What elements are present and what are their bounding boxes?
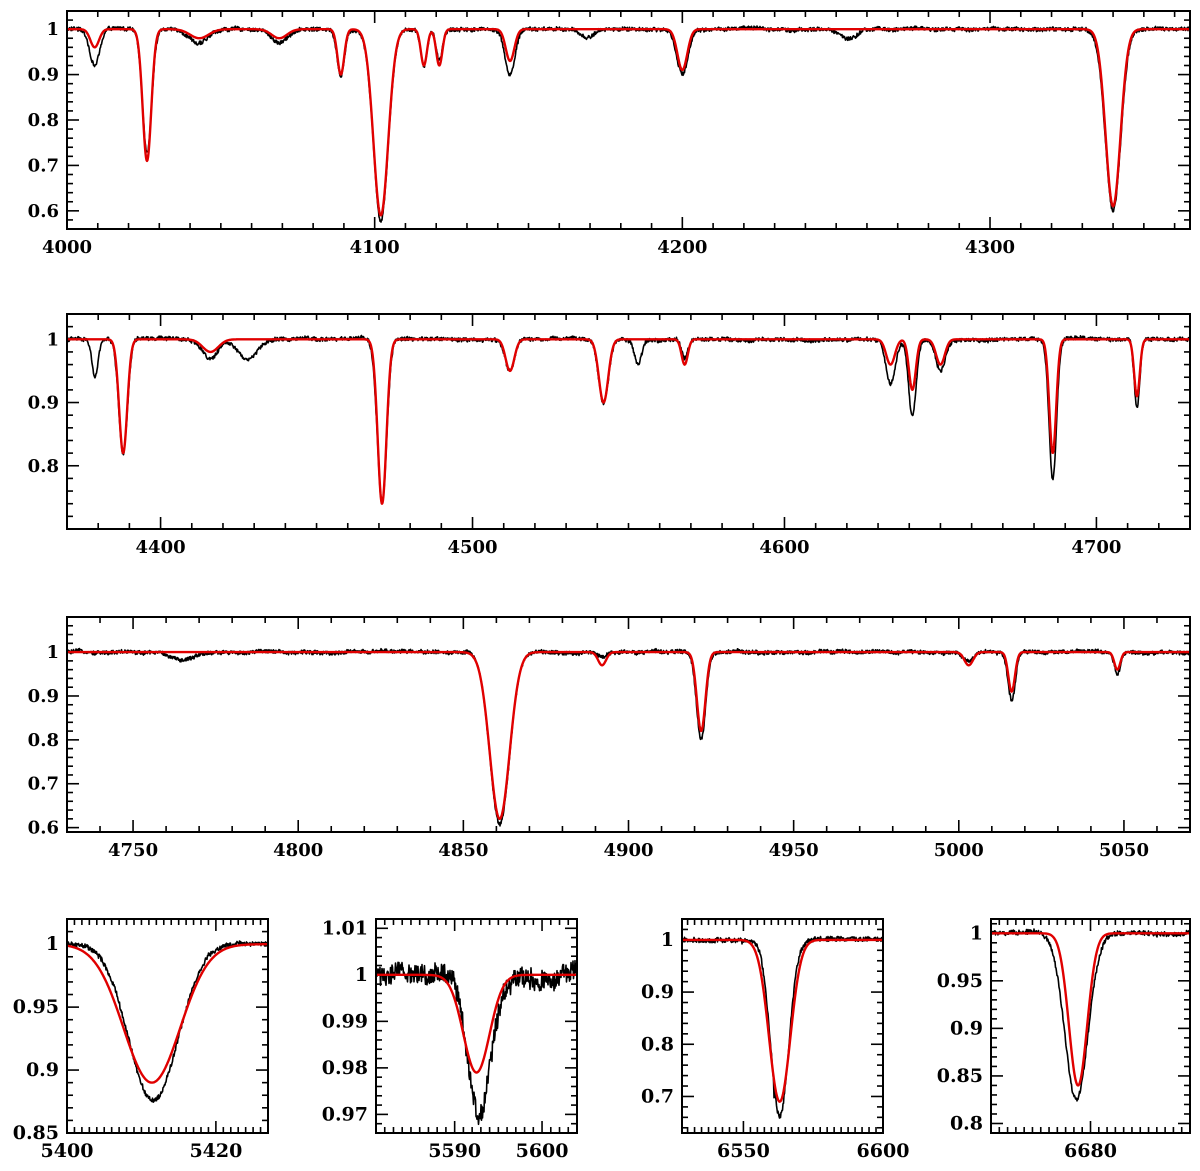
x-tick-label: 5590 — [428, 1140, 481, 1162]
panel-top: 4000 4100 4200 4300 0.6 0.7 0.8 0.9 1 — [28, 10, 1191, 258]
panel-bottom-4: 6680 0.8 0.85 0.9 0.95 1 — [937, 918, 1191, 1162]
y-tick-label: 0.9 — [641, 981, 674, 1003]
observed-spectrum-line — [991, 928, 1190, 1102]
x-tick-label: 5400 — [41, 1140, 94, 1162]
x-tick-label: 4300 — [965, 237, 1015, 258]
x-tick-label: 6600 — [857, 1140, 910, 1162]
x-tick-label: 5420 — [189, 1140, 242, 1162]
y-tick-label: 0.99 — [322, 1010, 368, 1032]
y-tick-label: 0.8 — [28, 456, 59, 477]
panel-bottom-1: 5400 5420 0.85 0.9 0.95 1 — [13, 918, 269, 1162]
y-tick-label: 1 — [46, 933, 59, 955]
x-tick-label: 4500 — [447, 537, 497, 558]
plot-frame — [66, 616, 1191, 833]
model-spectrum-line — [67, 650, 1190, 820]
x-tick-label: 4200 — [657, 237, 707, 258]
x-tick-label: 5050 — [1099, 840, 1149, 861]
y-tick-label: 0.8 — [641, 1033, 674, 1055]
model-spectrum-line — [376, 973, 577, 1074]
plot-frame — [375, 918, 578, 1134]
x-tick-label: 5600 — [516, 1140, 569, 1162]
x-tick-label: 6680 — [1064, 1140, 1117, 1162]
x-tick-label: 4950 — [769, 840, 819, 861]
model-spectrum-line — [67, 338, 1190, 505]
x-tick-label: 4900 — [603, 840, 653, 861]
observed-spectrum-line — [67, 334, 1190, 505]
y-tick-label: 0.95 — [937, 970, 983, 992]
panel-third: 4750 4800 4850 4900 4950 5000 5050 0.6 0.7 0.8 0.9… — [28, 616, 1191, 861]
x-tick-label: 4700 — [1071, 537, 1121, 558]
y-tick-label: 0.9 — [28, 686, 59, 707]
y-tick-label: 0.8 — [950, 1112, 983, 1134]
model-spectrum-line — [67, 28, 1190, 217]
panel-bottom-2: 5590 5600 0.97 0.98 0.99 1 1.01 — [322, 917, 578, 1162]
y-tick-label: 0.9 — [28, 393, 59, 414]
y-tick-label: 0.9 — [26, 1059, 59, 1081]
y-tick-label: 0.9 — [950, 1017, 983, 1039]
x-tick-label: 4400 — [136, 537, 186, 558]
y-tick-label: 1 — [46, 329, 59, 350]
observed-spectrum-line — [67, 940, 268, 1103]
plot-frame — [66, 918, 269, 1134]
x-tick-label: 4000 — [42, 237, 92, 258]
observed-spectrum-line — [376, 959, 577, 1126]
plot-frame — [66, 313, 1191, 530]
observed-spectrum-line — [67, 25, 1190, 223]
y-tick-label: 0.85 — [13, 1122, 59, 1144]
panel-bottom-3: 6550 6600 0.7 0.8 0.9 1 — [641, 918, 910, 1162]
y-tick-label: 1 — [661, 929, 674, 951]
panel-second: 4400 4500 4600 4700 0.8 0.9 1 — [28, 313, 1191, 558]
plot-frame — [990, 918, 1191, 1134]
y-tick-label: 0.98 — [322, 1057, 368, 1079]
y-tick-label: 0.6 — [28, 818, 59, 839]
y-tick-label: 0.7 — [28, 774, 59, 795]
y-tick-label: 1 — [970, 922, 983, 944]
y-tick-label: 1 — [46, 19, 59, 40]
y-tick-label: 0.7 — [28, 155, 59, 176]
x-tick-label: 4600 — [759, 537, 809, 558]
y-tick-label: 1.01 — [322, 917, 368, 939]
y-tick-label: 0.7 — [641, 1085, 674, 1107]
y-tick-label: 0.6 — [28, 201, 59, 222]
plot-frame — [681, 918, 884, 1134]
model-spectrum-line — [67, 943, 268, 1084]
model-spectrum-line — [682, 938, 883, 1103]
observed-spectrum-line — [67, 647, 1190, 827]
y-tick-label: 0.8 — [28, 730, 59, 751]
x-tick-label: 4100 — [350, 237, 400, 258]
x-tick-label: 6550 — [717, 1140, 770, 1162]
y-tick-label: 0.97 — [322, 1103, 368, 1125]
x-tick-label: 4750 — [108, 840, 158, 861]
y-tick-label: 0.95 — [13, 996, 59, 1018]
y-tick-label: 0.8 — [28, 110, 59, 131]
x-tick-label: 4800 — [273, 840, 323, 861]
model-spectrum-line — [991, 932, 1190, 1087]
y-tick-label: 0.85 — [937, 1065, 983, 1087]
y-tick-label: 1 — [46, 642, 59, 663]
x-tick-label: 4850 — [438, 840, 488, 861]
y-tick-label: 0.9 — [28, 65, 59, 86]
x-tick-label: 5000 — [934, 840, 984, 861]
plot-frame — [66, 10, 1191, 230]
y-tick-label: 1 — [355, 964, 368, 986]
